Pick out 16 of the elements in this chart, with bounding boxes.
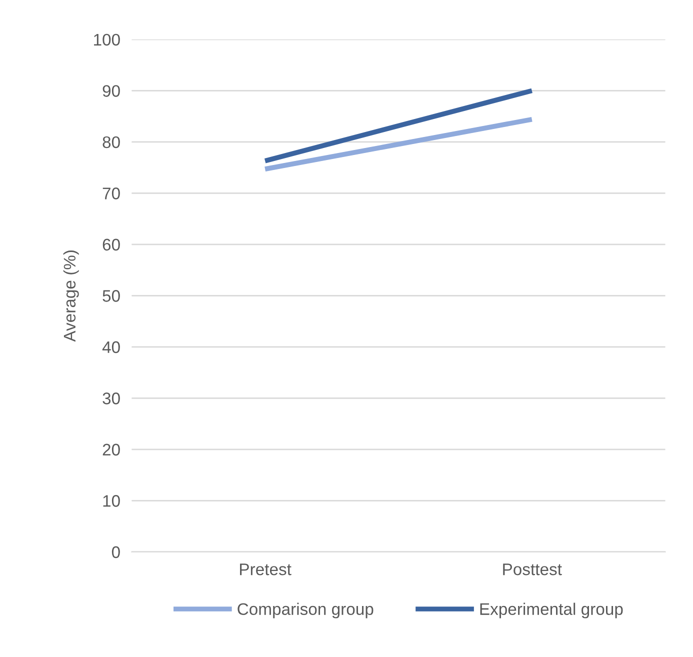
y-tick-label: 100 (94, 34, 120, 46)
y-axis-title: Average (%) (63, 250, 79, 342)
y-tick-label: 0 (112, 546, 120, 558)
y-tick-label: 60 (102, 238, 120, 251)
y-tick-label: 90 (102, 85, 120, 97)
y-tick-label: 50 (102, 290, 120, 302)
legend-label: Comparison group (238, 602, 374, 618)
y-tick-label: 30 (102, 392, 120, 404)
x-tick-label: Posttest (503, 564, 562, 576)
y-tick-label: 10 (103, 495, 120, 507)
y-tick-label: 80 (102, 136, 120, 148)
y-tick-label: 20 (102, 444, 120, 456)
y-tick-label: 70 (102, 188, 120, 200)
y-tick-label: 40 (102, 341, 120, 354)
legend-label: Experimental group (480, 602, 623, 618)
x-tick-label: Pretest (240, 564, 292, 576)
